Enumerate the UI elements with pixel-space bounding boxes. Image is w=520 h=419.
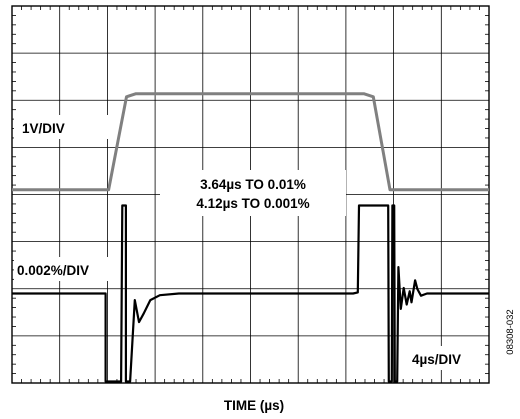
trace-0.002pct-div: [12, 204, 489, 383]
annotation-bg: [160, 170, 346, 216]
trace2-scale-label: 0.002%/DIV: [17, 263, 89, 278]
time-scale-label: 4µs/DIV: [412, 352, 461, 367]
plot-frame: [11, 5, 490, 384]
figure-id: 08308-032: [505, 309, 516, 354]
trace-1v-div: [12, 92, 489, 192]
trace-layer: [12, 92, 489, 383]
trace2-label-bg: [14, 257, 112, 281]
x-axis-title: TIME (µs): [224, 398, 284, 413]
trace1-label-bg: [14, 115, 108, 139]
settling-annotation-1: 3.64µs TO 0.01%: [200, 177, 306, 192]
time-scale-bg: [406, 346, 484, 370]
trace1-scale-label: 1V/DIV: [22, 121, 65, 136]
settling-annotation-2: 4.12µs TO 0.001%: [196, 196, 309, 211]
